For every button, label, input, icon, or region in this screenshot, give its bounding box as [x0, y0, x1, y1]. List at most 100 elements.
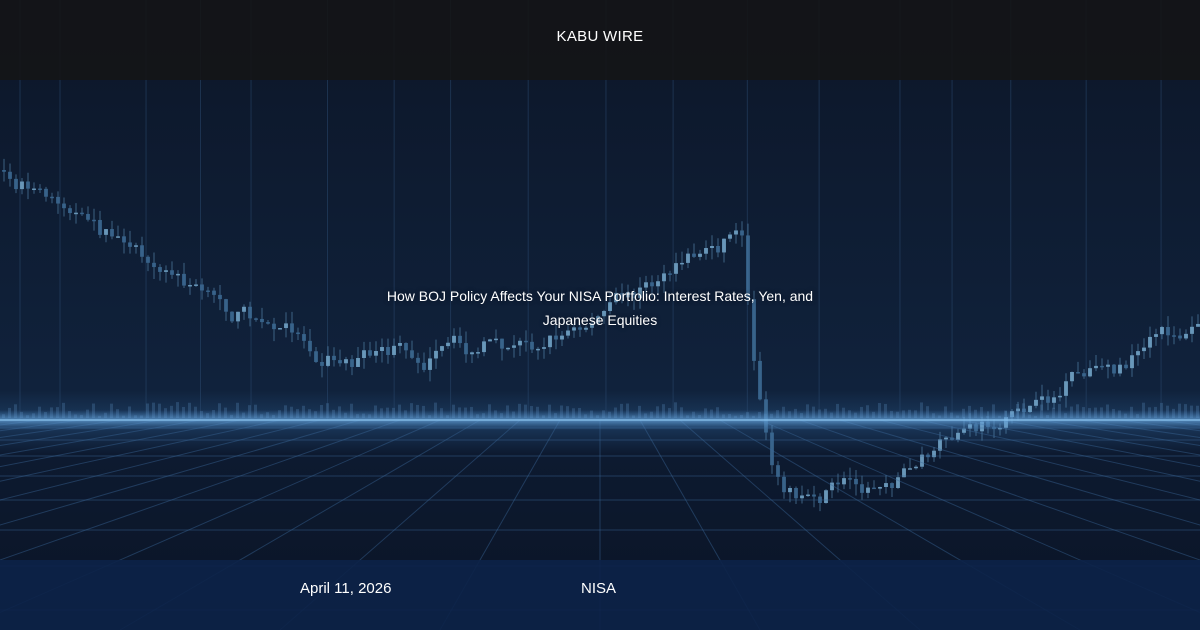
decor-candle: [1076, 372, 1080, 374]
decor-candle: [98, 219, 102, 235]
decor-candle: [770, 432, 774, 466]
decor-candle: [314, 351, 318, 362]
decor-candle: [356, 357, 360, 367]
decor-candle: [434, 350, 438, 359]
decor-candle: [656, 281, 660, 287]
bottom-bar: [0, 560, 1200, 630]
decor-candle: [596, 316, 600, 324]
decor-candle: [80, 212, 84, 215]
decor-candle: [62, 203, 66, 209]
decor-candle: [44, 188, 48, 197]
top-bar: [0, 0, 1200, 80]
floor-line: [0, 419, 321, 501]
decor-candle: [614, 292, 618, 303]
decor-candle: [590, 323, 594, 328]
decor-candle: [116, 236, 120, 238]
decor-candle: [686, 253, 690, 263]
decor-candle: [1190, 326, 1194, 334]
decor-candle: [584, 327, 588, 330]
decor-candle: [1154, 334, 1158, 337]
decor-candle: [398, 343, 402, 346]
decor-candle: [284, 323, 288, 329]
decor-candle: [1130, 355, 1134, 369]
decor-candle: [1088, 368, 1092, 377]
decor-candle: [566, 330, 570, 336]
decor-candle: [536, 348, 540, 351]
decor-candle: [476, 352, 480, 354]
decor-candle: [1016, 408, 1020, 412]
decor-candle: [524, 340, 528, 343]
decor-candle: [788, 487, 792, 493]
decor-candle: [896, 477, 900, 488]
decor-candle: [296, 332, 300, 335]
decor-candle: [512, 345, 516, 348]
decor-candle: [638, 287, 642, 298]
decor-candle: [608, 302, 612, 312]
decor-candle: [890, 483, 894, 488]
decor-candle: [1148, 336, 1152, 348]
decor-candle: [374, 351, 378, 356]
decor-candle: [662, 273, 666, 282]
decor-candle: [1196, 323, 1200, 327]
decor-candle: [50, 196, 54, 199]
article-title: How BOJ Policy Affects Your NISA Portfol…: [386, 288, 814, 328]
decor-candle: [926, 454, 930, 458]
decor-candle: [776, 465, 780, 477]
decor-candle: [1028, 405, 1032, 413]
decor-candle: [818, 496, 822, 503]
decor-candle: [20, 181, 24, 190]
decor-candle: [878, 486, 882, 489]
decor-candle: [302, 334, 306, 341]
decor-candle: [86, 213, 90, 220]
article-category: NISA: [581, 580, 617, 597]
decor-candle: [692, 253, 696, 257]
decor-candle: [506, 347, 510, 350]
decor-candle: [344, 359, 348, 364]
decor-candle: [674, 263, 678, 274]
decor-candle: [704, 248, 708, 254]
decor-candle: [950, 437, 954, 440]
decor-candle: [410, 350, 414, 358]
floor-line: [919, 419, 1200, 482]
decor-candle: [320, 361, 324, 366]
decor-candle: [422, 362, 426, 370]
decor-candle: [416, 357, 420, 363]
decor-candle: [104, 229, 108, 235]
decor-candle: [548, 335, 552, 348]
decor-candle: [920, 454, 924, 467]
floor-line: [839, 419, 1200, 526]
decor-candle: [842, 478, 846, 485]
decor-candle: [440, 346, 444, 351]
decor-candle: [134, 245, 138, 247]
decor-candle: [722, 238, 726, 253]
decor-candle: [290, 323, 294, 333]
decor-candle: [158, 267, 162, 272]
decor-candle: [458, 335, 462, 344]
decor-candle: [758, 360, 762, 400]
decor-candle: [494, 338, 498, 341]
decor-candle: [710, 246, 714, 249]
decor-candle: [932, 450, 936, 458]
floor-line: [799, 419, 1200, 561]
decor-candle: [1082, 373, 1086, 377]
decor-candle: [350, 359, 354, 367]
decor-candle: [866, 487, 870, 493]
decor-candle: [200, 284, 204, 291]
brand: KABU WIRE: [556, 28, 644, 45]
decor-candle: [248, 306, 252, 319]
decor-candle: [650, 282, 654, 287]
decor-candle: [176, 273, 180, 276]
decor-candle: [464, 343, 468, 355]
decor-candle: [740, 230, 744, 236]
decor-candle: [632, 292, 636, 298]
decor-candle: [560, 335, 564, 340]
decor-candle: [1136, 351, 1140, 356]
decor-candle: [1160, 327, 1164, 335]
decor-candle: [122, 236, 126, 243]
decor-candle: [2, 170, 6, 172]
decor-candle: [914, 466, 918, 469]
decor-candle: [800, 495, 804, 499]
decor-candle: [254, 318, 258, 320]
decor-candle: [68, 208, 72, 214]
